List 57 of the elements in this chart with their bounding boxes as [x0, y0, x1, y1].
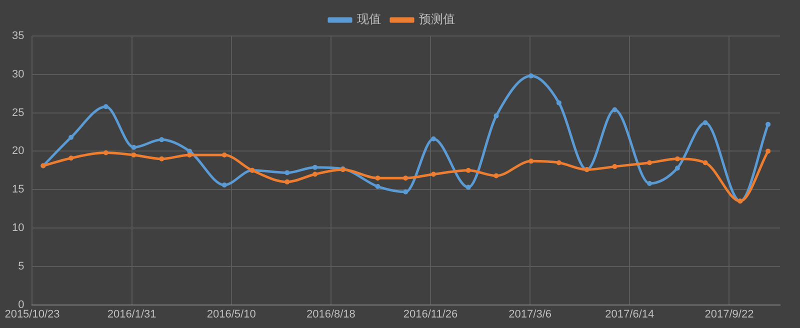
- legend-label: 现值: [357, 12, 381, 26]
- x-tick-label: 2017/6/14: [605, 308, 654, 320]
- point: [494, 173, 499, 178]
- point: [375, 176, 380, 181]
- point: [674, 156, 680, 162]
- point: [466, 184, 471, 190]
- point: [284, 179, 290, 184]
- point: [431, 136, 436, 142]
- x-tick-label: 2016/11/26: [403, 308, 458, 320]
- point: [312, 172, 318, 177]
- point: [403, 189, 408, 194]
- point: [528, 73, 534, 78]
- point: [131, 152, 136, 158]
- point: [647, 160, 652, 166]
- point: [222, 182, 227, 188]
- point: [702, 120, 708, 126]
- x-tick-label: 2017/3/6: [508, 308, 552, 320]
- point: [159, 137, 164, 142]
- point: [766, 122, 771, 127]
- legend-label: 预测值: [419, 12, 455, 26]
- point: [466, 168, 471, 173]
- x-tick-label: 2015/10/23: [4, 308, 60, 320]
- y-tick-label: 15: [12, 184, 24, 196]
- x-tick-label: 2016/5/10: [206, 308, 256, 320]
- point: [612, 164, 618, 170]
- x-tick-label: 2016/1/31: [107, 308, 156, 320]
- point: [103, 150, 108, 156]
- point: [612, 107, 618, 112]
- point: [702, 160, 708, 166]
- point: [68, 134, 74, 140]
- x-tick-label: 2016/8/18: [306, 308, 356, 320]
- y-tick-label: 25: [12, 106, 24, 119]
- point: [647, 180, 652, 186]
- x-tick-label: 2017/9/22: [704, 308, 754, 320]
- point: [284, 170, 290, 176]
- y-tick-label: 35: [12, 30, 24, 42]
- point: [375, 184, 380, 190]
- point: [159, 156, 164, 162]
- point: [222, 152, 227, 158]
- y-tick-label: 0: [18, 298, 24, 311]
- point: [556, 160, 562, 166]
- point: [312, 164, 318, 170]
- y-tick-label: 20: [12, 145, 24, 158]
- point: [68, 156, 74, 161]
- y-tick-label: 10: [12, 222, 24, 234]
- point: [556, 100, 562, 106]
- point: [674, 166, 680, 171]
- point: [431, 172, 436, 177]
- y-tick-label: 30: [12, 68, 24, 80]
- point: [766, 148, 771, 154]
- point: [131, 144, 136, 150]
- point: [187, 152, 192, 158]
- y-tick-label: 5: [18, 260, 24, 272]
- point: [403, 176, 408, 181]
- point: [528, 158, 534, 164]
- point: [494, 113, 499, 118]
- point: [103, 104, 108, 110]
